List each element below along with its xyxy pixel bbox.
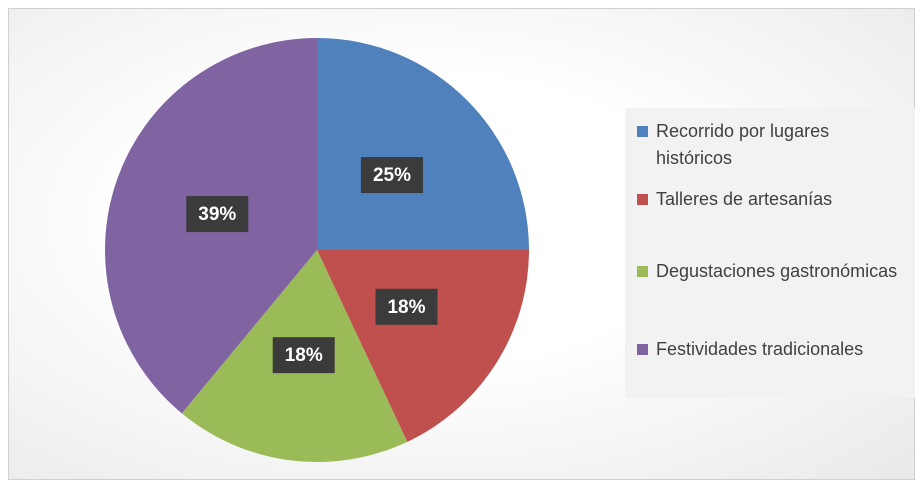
pie-slice: [317, 250, 529, 442]
label-box: [375, 288, 438, 325]
legend-label: Talleres de artesanías: [656, 189, 833, 209]
legend-entry: Recorrido por lugares históricos: [637, 118, 898, 172]
legend-swatch: [637, 344, 648, 355]
legend-entry: Degustaciones gastronómicas: [637, 258, 898, 285]
legend-label: Recorrido por lugares históricos: [656, 121, 830, 168]
label-box: [272, 337, 335, 374]
legend-entry: Festividades tradicionales: [637, 336, 898, 363]
label-box: [186, 196, 249, 233]
legend-swatch: [637, 194, 648, 205]
data-label: 18%: [387, 297, 425, 318]
legend-entry: Talleres de artesanías: [637, 186, 898, 213]
label-box: [360, 157, 423, 194]
data-label: 18%: [285, 345, 323, 366]
legend: Recorrido por lugares históricos Talleres…: [625, 108, 915, 398]
legend-label: Degustaciones gastronómicas: [656, 261, 898, 281]
pie-slice: [317, 38, 529, 250]
data-label: 25%: [373, 165, 411, 186]
legend-label: Festividades tradicionales: [656, 339, 864, 359]
legend-swatch: [637, 266, 648, 277]
legend-swatch: [637, 126, 648, 137]
data-label: 39%: [198, 204, 236, 225]
